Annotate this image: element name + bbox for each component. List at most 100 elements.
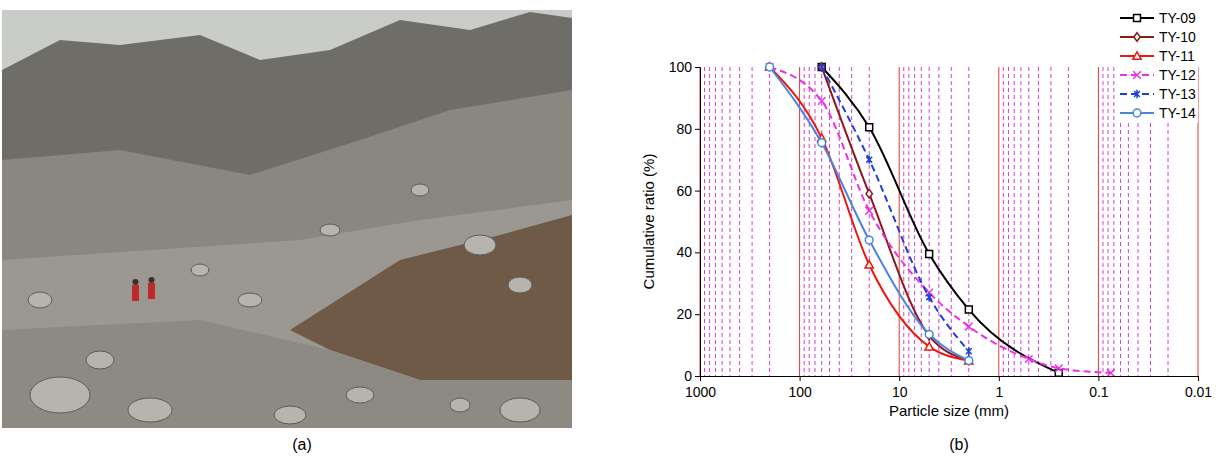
series-line [770,67,1111,373]
photo-rock [346,387,374,403]
x-tick-mark [800,376,801,381]
x-tick-label: 1 [995,384,1003,400]
photo-rock [128,398,172,422]
legend-marker [1134,15,1141,22]
y-axis-line [695,68,701,377]
series-marker [965,323,973,331]
series-marker [818,97,826,105]
y-tick-label: 40 [676,244,692,260]
photo-person [132,285,139,301]
photo-foreground [2,320,572,428]
y-tick: 100 [669,59,700,75]
panel-label: (a) [292,436,312,453]
photo-sky [2,10,572,428]
legend-label: TY-13 [1159,86,1196,102]
major-grid-line [899,67,900,376]
photo-rock [500,398,540,422]
photo-rock [320,224,340,236]
major-grid-line [1098,67,1099,376]
series-marker [819,63,825,71]
series-marker [818,63,824,72]
minor-grid-line [1028,67,1029,376]
photo-person [149,277,155,283]
photo-rock [508,277,532,293]
series-marker [925,342,933,349]
y-tick-label: 60 [676,183,692,199]
y-tick-label: 80 [676,121,692,137]
minor-grid-line [951,67,952,376]
series-marker [818,64,825,71]
x-tick-mark [999,376,1000,381]
minor-grid-line [1113,67,1114,376]
y-axis-title: Cumulative ratio (%) [640,154,657,290]
minor-grid-line [1014,67,1015,376]
legend-marker [1133,52,1141,59]
minor-grid-line [1008,67,1009,376]
chart: 10001001010.10.01020406080100Particle si… [640,8,1212,453]
y-tick-mark [695,191,700,192]
minor-grid-line [815,67,816,376]
figure: (a)10001001010.10.01020406080100Particle… [0,0,1226,463]
series-marker [818,139,826,147]
series-marker [866,156,872,164]
series-marker [865,261,873,268]
legend-label: TY-14 [1159,105,1196,121]
series-marker [865,207,873,215]
x-tick-mark [899,376,900,381]
x-tick: 100 [788,376,812,400]
legend-marker [1133,71,1141,79]
x-tick: 1 [995,376,1003,400]
photo-rock [411,184,429,196]
series-marker [766,63,774,71]
y-tick-mark [695,252,700,253]
photo-slope [2,90,572,428]
series-marker [1025,355,1033,363]
photo-rock [86,351,114,369]
legend-label: TY-11 [1159,48,1195,64]
x-tick-mark [1198,376,1199,381]
series-line [770,67,969,361]
x-tick: 0.01 [1185,376,1212,400]
major-grid-line [998,67,999,376]
photo-person [133,279,139,285]
grid [700,67,1198,376]
y-tick: 20 [676,306,700,322]
photo-person [148,283,155,299]
series-marker [866,189,872,198]
y-tick: 40 [676,244,700,260]
plot-area [765,63,1114,376]
minor-grid-line [921,67,922,376]
legend-marker [1134,33,1140,42]
y-tick: 80 [676,121,700,137]
legend-marker [1134,90,1140,98]
series-marker [925,330,933,338]
minor-grid-line [821,67,822,376]
series-marker [765,63,773,70]
photo-rock [28,292,52,308]
series-line [822,67,1059,373]
series-marker [866,124,873,131]
minor-grid-line [739,67,740,376]
minor-grid-line [968,67,969,376]
x-tick-label: 0.1 [1089,384,1109,400]
x-tick: 0.1 [1089,376,1109,400]
minor-grid-line [1003,67,1004,376]
minor-grid-line [1050,67,1051,376]
series-marker [926,250,933,257]
minor-grid-line [869,67,870,376]
minor-grid-line [729,67,730,376]
y-tick-mark [695,129,700,130]
minor-grid-line [903,67,904,376]
x-tick-label: 10 [892,384,908,400]
legend-label: TY-09 [1159,10,1196,26]
legend-marker [1133,109,1141,117]
panel-label: (b) [949,436,969,453]
photo-debris [2,200,572,428]
y-tick: 0 [684,368,700,384]
minor-grid-line [752,67,753,376]
series-line [822,67,969,351]
photo-rock [274,406,306,424]
series-line [770,67,969,361]
legend-label: TY-10 [1159,29,1196,45]
series-marker [926,293,932,301]
